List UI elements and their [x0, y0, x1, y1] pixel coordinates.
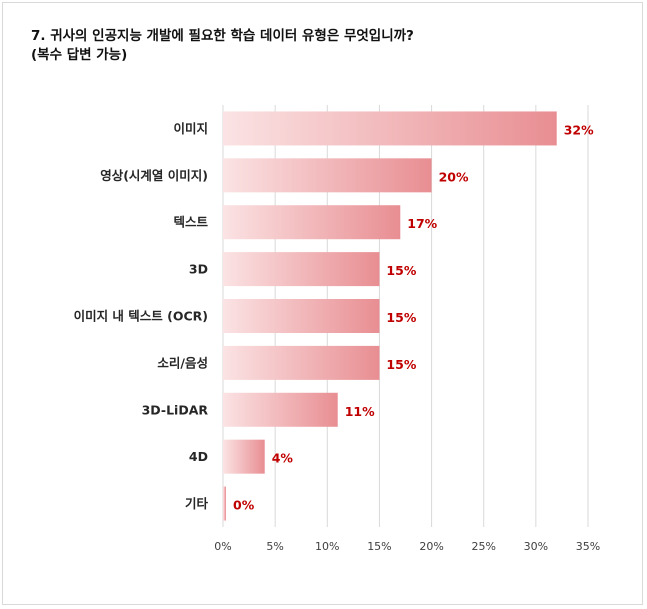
category-label: 이미지 [173, 121, 208, 136]
value-label: 17% [407, 216, 437, 231]
bar [223, 299, 380, 333]
chart-title: 7. 귀사의 인공지능 개발에 필요한 학습 데이터 유형은 무엇입니까? [31, 28, 414, 44]
category-label: 소리/음성 [157, 355, 208, 370]
category-label: 4D [189, 449, 208, 464]
value-label: 4% [272, 451, 294, 466]
x-tick-label: 0% [214, 540, 231, 553]
bar [223, 345, 380, 380]
bar [223, 158, 432, 193]
x-tick-label: 20% [419, 540, 443, 553]
category-label: 영상(시계열 이미지) [100, 168, 208, 183]
category-label: 이미지 내 텍스트 (OCR) [74, 309, 208, 324]
bar [223, 111, 557, 146]
x-ticks: 0% 5% 10% 15% 20% 25% 30% 35% [214, 540, 600, 553]
x-tick-label: 30% [524, 540, 548, 553]
category-label: 3D [189, 262, 208, 277]
chart-subtitle: (복수 답변 가능) [31, 47, 128, 63]
value-label: 15% [386, 310, 416, 325]
x-tick-label: 35% [576, 540, 600, 553]
value-label: 0% [233, 498, 255, 513]
x-tick-label: 15% [367, 540, 391, 553]
category-label: 텍스트 [173, 215, 208, 230]
x-tick-label: 5% [266, 540, 283, 553]
category-label: 3D-LiDAR [142, 402, 209, 417]
bar [223, 486, 226, 521]
x-tick-label: 25% [471, 540, 495, 553]
bar [223, 252, 380, 287]
x-tick-label: 10% [315, 540, 339, 553]
value-label: 32% [564, 122, 594, 137]
value-label: 20% [439, 169, 469, 184]
value-label: 11% [345, 404, 375, 419]
bars [223, 111, 557, 521]
bar [223, 205, 401, 240]
value-label: 15% [386, 263, 416, 278]
chart-title-block: 7. 귀사의 인공지능 개발에 필요한 학습 데이터 유형은 무엇입니까? (복… [31, 27, 414, 65]
category-label: 기타 [185, 496, 209, 511]
labels: 이미지 32% 영상(시계열 이미지) 20% 텍스트 17% 3D 15% 이미지 내 텍스트… [74, 121, 595, 513]
bar [223, 439, 265, 474]
bar [223, 392, 338, 427]
value-label: 15% [386, 357, 416, 372]
